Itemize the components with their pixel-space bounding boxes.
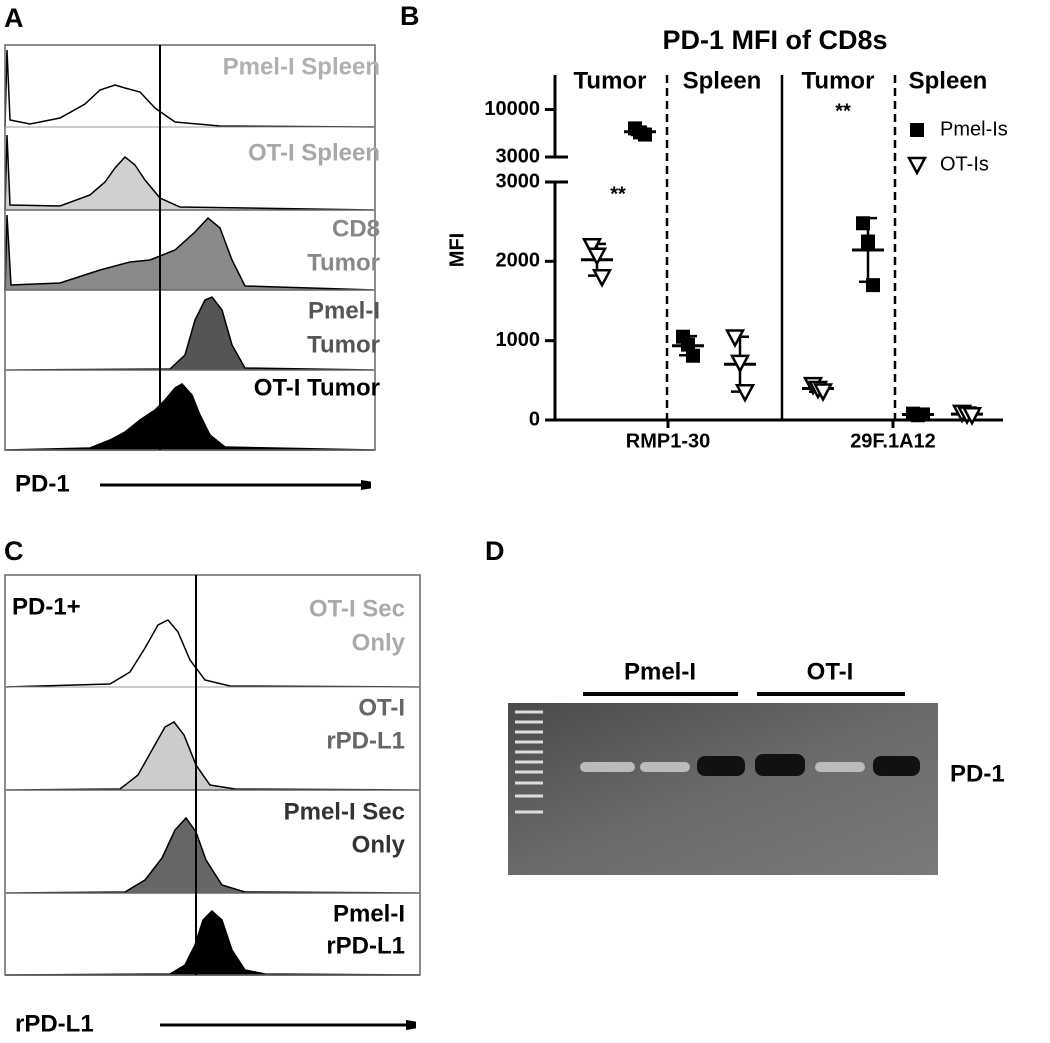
group-label: Pmel-I [624,658,696,685]
x-tick-label: RMP1-30 [626,430,710,452]
gel [508,703,938,875]
band [580,762,635,772]
histogram [4,721,421,791]
legend-label: Pmel-Is [940,118,1008,140]
data-point [856,216,870,231]
row-label: Pmel-I [333,900,405,927]
panel-letter: D [485,536,505,566]
panel-a: Pmel-I Spleen OT-I Spleen CD8 Tumor Pmel… [4,44,380,497]
axis-label: PD-1 [15,470,70,497]
panel-letter: C [4,536,24,566]
panel-letter: A [4,3,24,33]
histogram [4,816,421,894]
data-point [812,383,834,403]
row-label: rPD-L1 [326,727,405,754]
row-label: Tumor [307,249,380,276]
data-point [586,247,608,267]
annotation: ** [610,183,626,205]
row-label: Pmel-I Spleen [223,53,380,80]
row-label: Only [352,629,406,656]
panel-c: PD-1+ OT-I Sec Only OT-I rPD-L1 Pmel-I S… [4,574,421,1037]
y-tick-label: 10000 [484,98,540,120]
group-header: Tumor [574,67,647,94]
data-point [729,354,751,374]
y-tick-label: 0 [529,408,540,430]
y-tick-label: 3000 [496,145,541,167]
histogram [4,49,376,128]
group-header: Spleen [909,67,988,94]
histogram [4,383,376,451]
data-point [681,337,695,352]
band [873,756,920,776]
legend-label: OT-Is [940,153,989,175]
band [755,754,805,776]
data-point [734,383,756,403]
legend-marker [910,123,924,137]
histogram [4,214,376,291]
row-label: OT-I Sec [309,595,405,622]
data-point [961,406,983,426]
chart-title: PD-1 MFI of CD8s [662,25,887,55]
histogram [4,909,421,976]
corner-label: PD-1+ [12,593,81,620]
frame [4,44,376,451]
y-axis-label: MFI [446,233,468,267]
band [815,762,865,772]
group-header: Spleen [683,67,762,94]
y-tick-label: 3000 [496,170,541,192]
x-tick-label: 29F.1A12 [850,430,936,452]
row-label: rPD-L1 [326,932,405,959]
data-point [686,348,700,363]
y-tick-label: 1000 [496,329,541,351]
axis-label: rPD-L1 [15,1010,94,1037]
row-label: Pmel-I [308,297,380,324]
row-label: OT-I Spleen [248,139,380,166]
data-point [581,238,603,257]
panel-letter: B [400,1,420,31]
row-label: Only [352,831,406,858]
group-header: Tumor [802,67,875,94]
group-label: OT-I [807,658,854,685]
legend-marker [906,156,928,176]
histogram [4,134,376,211]
data-point [916,407,930,422]
row-label: OT-I Tumor [254,374,380,401]
data-point [591,268,613,288]
panel-d: Pmel-I OT-I PD-1 [508,658,1005,875]
row-label: Tumor [307,331,380,358]
row-label: Pmel-I Sec [284,798,405,825]
row-label: CD8 [332,215,380,242]
histogram [4,296,376,371]
panel-b: PD-1 MFI of CD8s MFI 0 1000 2000 3000 3000 10… [446,25,1008,452]
ladder [515,710,543,814]
data-point [638,127,652,142]
histogram [4,619,421,688]
y-tick-label: 2000 [496,250,541,272]
frame [4,574,421,976]
data-point [724,329,746,349]
annotation: ** [835,100,851,122]
data-point [866,278,880,293]
row-label: OT-I [358,694,405,721]
band-label: PD-1 [950,760,1005,787]
data-point [861,234,875,249]
band [697,756,745,776]
band [640,762,690,772]
